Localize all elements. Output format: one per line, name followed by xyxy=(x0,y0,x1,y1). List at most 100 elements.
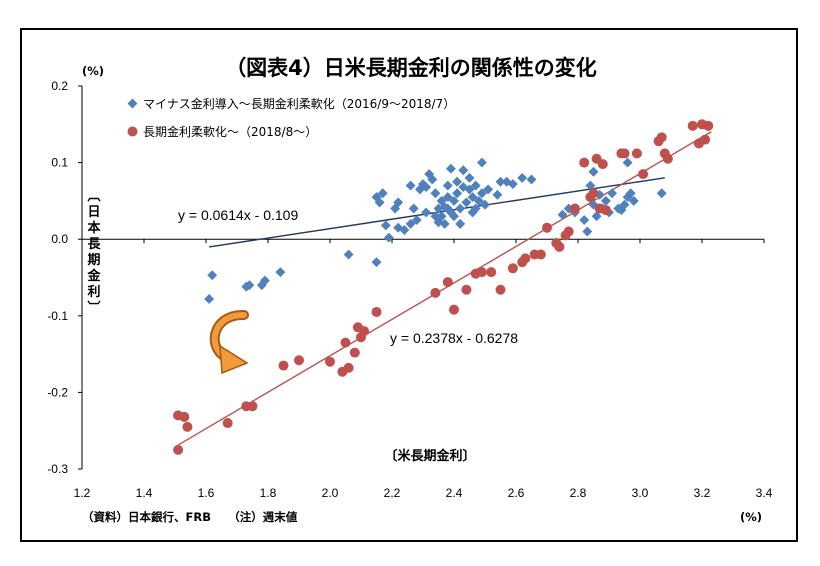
point-red xyxy=(563,226,574,237)
point-blue xyxy=(399,225,410,235)
point-blue xyxy=(476,157,487,168)
point-red xyxy=(476,267,487,278)
y-tick-label: 0.1 xyxy=(51,156,68,170)
y-axis-label-text: ︹日本長期金利︺ xyxy=(86,189,101,316)
trendline-red xyxy=(177,131,712,446)
x-tick-label: 3.2 xyxy=(694,486,711,500)
point-red xyxy=(486,267,497,278)
point-red xyxy=(371,306,382,317)
point-blue xyxy=(421,182,432,193)
point-red xyxy=(179,411,190,422)
point-red xyxy=(359,326,370,337)
x-tick-label: 2.4 xyxy=(446,486,463,500)
point-red xyxy=(687,120,698,131)
scatter-chart: （図表4）日米長期金利の関係性の変化 (%) (%) 0.2 0.1 0.0 -0.1… xyxy=(47,56,773,524)
data-points xyxy=(173,119,714,455)
point-red xyxy=(340,337,351,348)
trendline-blue xyxy=(208,177,665,248)
point-red xyxy=(343,362,354,373)
point-blue xyxy=(591,211,602,222)
y-tick-label: -0.1 xyxy=(47,309,68,323)
point-blue xyxy=(473,195,484,206)
x-tick-label: 1.6 xyxy=(198,486,215,500)
point-blue xyxy=(483,184,494,195)
point-red xyxy=(461,284,472,295)
point-blue xyxy=(557,209,568,220)
x-unit: (%) xyxy=(740,510,762,524)
point-blue xyxy=(600,195,611,206)
point-red xyxy=(247,401,258,412)
point-red xyxy=(600,205,611,216)
point-blue xyxy=(582,226,593,237)
point-blue xyxy=(619,199,630,210)
trendline-equation-blue: y = 0.0614x - 0.109 xyxy=(178,207,298,223)
point-blue xyxy=(455,218,466,229)
point-red xyxy=(542,222,552,233)
point-red xyxy=(703,120,714,131)
point-red xyxy=(520,253,531,264)
trendline-equation-red: y = 0.2378x - 0.6278 xyxy=(390,330,518,346)
x-tick-label: 2.6 xyxy=(508,486,525,500)
point-blue xyxy=(492,189,503,200)
point-red xyxy=(430,287,441,298)
point-blue xyxy=(588,166,599,177)
x-tick-labels: 1.2 1.4 1.6 1.8 2.0 2.2 2.4 2.6 2.8 3.0 3.2 3.4 xyxy=(74,486,773,500)
point-blue xyxy=(607,188,618,199)
point-blue xyxy=(467,192,478,203)
point-blue xyxy=(628,195,639,206)
point-blue xyxy=(526,174,537,185)
point-blue xyxy=(421,207,432,218)
legend-marker-blue xyxy=(127,98,138,109)
point-red xyxy=(222,418,233,429)
point-blue xyxy=(464,184,475,195)
point-red xyxy=(700,134,711,145)
point-blue xyxy=(393,197,404,208)
point-red xyxy=(535,249,546,260)
point-red xyxy=(325,356,335,367)
point-blue xyxy=(625,188,636,199)
point-red xyxy=(449,304,459,315)
x-tick-label: 1.2 xyxy=(74,486,91,500)
axes xyxy=(78,85,765,470)
point-red xyxy=(495,284,506,295)
y-tick-label: -0.2 xyxy=(47,385,68,399)
point-blue xyxy=(204,293,215,304)
x-tick-label: 1.8 xyxy=(260,486,277,500)
point-blue xyxy=(442,192,453,203)
point-red xyxy=(507,263,518,274)
point-blue xyxy=(343,249,354,260)
x-tick-label: 2.8 xyxy=(570,486,587,500)
point-red xyxy=(662,153,673,164)
point-blue xyxy=(436,211,447,222)
point-red xyxy=(294,355,304,366)
point-red xyxy=(182,421,193,432)
point-blue xyxy=(380,220,391,231)
y-unit: (%) xyxy=(82,64,104,78)
point-blue xyxy=(480,199,490,210)
point-red xyxy=(569,203,580,214)
point-blue xyxy=(452,188,463,199)
y-tick-label: 0.2 xyxy=(51,79,68,93)
trendlines xyxy=(177,131,712,446)
point-blue xyxy=(411,215,422,225)
point-blue xyxy=(207,270,218,281)
point-blue xyxy=(275,267,286,278)
point-blue xyxy=(445,163,456,174)
point-red xyxy=(579,157,590,168)
point-blue xyxy=(452,176,463,187)
x-tick-label: 3.4 xyxy=(756,486,773,500)
point-blue xyxy=(449,211,459,222)
point-blue xyxy=(461,197,472,208)
point-blue xyxy=(579,215,590,225)
point-red xyxy=(638,169,649,180)
legend: マイナス金利導入～長期金利柔軟化（2016/9～2018/7） 長期金利柔軟化～… xyxy=(127,96,455,139)
point-blue xyxy=(517,172,528,183)
x-tick-label: 2.2 xyxy=(384,486,401,500)
point-blue xyxy=(476,188,487,199)
curved-arrow-icon xyxy=(209,309,249,375)
point-blue xyxy=(622,157,633,168)
point-red xyxy=(554,241,565,252)
legend-marker-red xyxy=(127,126,138,137)
point-blue xyxy=(464,172,475,183)
point-blue xyxy=(495,176,506,187)
